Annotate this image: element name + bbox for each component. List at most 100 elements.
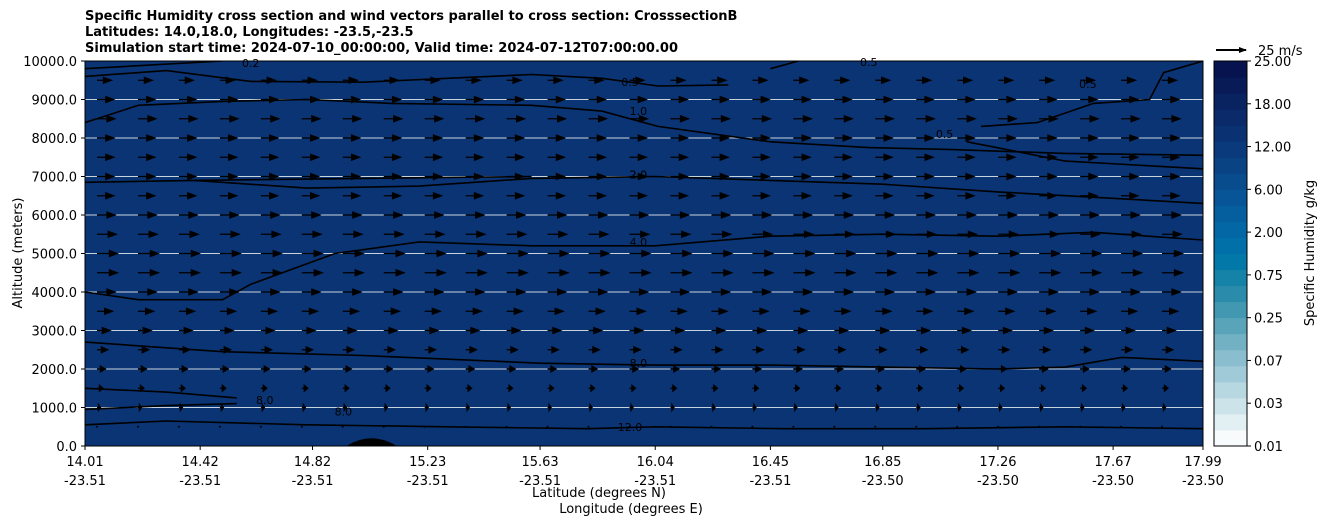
y-tick-label: 8000.0 bbox=[32, 132, 78, 147]
wind-vector bbox=[834, 76, 851, 85]
x-tick-label-lon: -23.50 bbox=[1092, 474, 1134, 489]
wind-vector bbox=[834, 153, 853, 162]
wind-vector bbox=[711, 191, 730, 200]
wind-vector bbox=[793, 364, 803, 374]
wind-vector bbox=[97, 114, 117, 123]
wind-vector bbox=[383, 153, 403, 162]
wind-vector bbox=[301, 76, 318, 85]
wind-vector bbox=[342, 345, 356, 354]
wind-vector bbox=[998, 288, 1018, 296]
wind-vector bbox=[342, 134, 362, 142]
wind-vector bbox=[669, 425, 672, 428]
wind-vector bbox=[97, 95, 116, 104]
wind-vector bbox=[1162, 345, 1175, 354]
wind-vector bbox=[506, 95, 526, 104]
wind-vector bbox=[219, 307, 238, 316]
wind-vector bbox=[383, 172, 403, 181]
wind-vector bbox=[506, 172, 526, 181]
wind-vector bbox=[875, 230, 897, 239]
wind-vector bbox=[1121, 95, 1140, 104]
wind-vector bbox=[752, 191, 771, 200]
wind-vector bbox=[998, 345, 1011, 354]
wind-vector bbox=[178, 76, 196, 85]
x-tick-label-lon: -23.50 bbox=[1182, 474, 1224, 489]
wind-vector bbox=[547, 364, 558, 374]
wind-vector bbox=[1121, 345, 1134, 354]
wind-vector bbox=[341, 425, 344, 428]
wind-vector bbox=[588, 114, 609, 123]
wind-vector bbox=[383, 211, 404, 219]
wind-vector bbox=[874, 425, 877, 428]
wind-vector bbox=[383, 402, 389, 413]
wind-vector bbox=[424, 326, 440, 335]
wind-vector bbox=[588, 76, 605, 85]
x-tick-label-lon: -23.51 bbox=[634, 474, 676, 489]
wind-vector bbox=[588, 230, 610, 239]
wind-vector bbox=[957, 383, 965, 393]
wind-vector bbox=[383, 76, 400, 85]
wind-vector bbox=[342, 114, 363, 123]
wind-vector bbox=[506, 383, 514, 393]
contour-labels: 0.20.50.50.51.00.52.02.04.08.08.08.012.0 bbox=[242, 56, 1097, 434]
wind-vector bbox=[793, 114, 814, 123]
wind-vector bbox=[424, 95, 444, 104]
wind-vector bbox=[547, 345, 560, 354]
wind-vector bbox=[1080, 172, 1099, 181]
wind-vector bbox=[137, 383, 145, 393]
wind-vector bbox=[916, 326, 932, 335]
y-tick-label: 10000.0 bbox=[23, 55, 77, 70]
wind-vector bbox=[1121, 326, 1136, 335]
wind-vector bbox=[260, 383, 268, 393]
wind-vector bbox=[301, 345, 315, 354]
wind-vector bbox=[1162, 402, 1167, 413]
wind-vector bbox=[218, 425, 221, 428]
colorbar-segment bbox=[1214, 253, 1247, 271]
contour-8.0-11 bbox=[85, 402, 237, 411]
x-tick-label-lat: 14.42 bbox=[182, 455, 219, 470]
wind-vector bbox=[383, 134, 403, 142]
wind-vector bbox=[97, 172, 116, 181]
wind-vector bbox=[1039, 95, 1058, 104]
wind-vector bbox=[1039, 134, 1058, 142]
wind-vector bbox=[957, 326, 973, 335]
colorbar-segment bbox=[1214, 141, 1247, 158]
wind-vector bbox=[260, 326, 276, 335]
colorbar-segment bbox=[1214, 189, 1247, 206]
wind-vector bbox=[834, 268, 857, 277]
wind-vector bbox=[998, 307, 1016, 316]
wind-vector bbox=[957, 153, 976, 162]
wind-vector bbox=[915, 425, 918, 428]
x-tick-label-lat: 14.82 bbox=[294, 455, 331, 470]
wind-vector bbox=[506, 288, 527, 296]
wind-vector bbox=[301, 172, 321, 181]
wind-vector bbox=[711, 153, 730, 162]
wind-vector bbox=[752, 230, 774, 239]
wind-vector bbox=[1162, 191, 1181, 200]
x-tick-label-lat: 16.85 bbox=[864, 455, 901, 470]
wind-vector bbox=[793, 326, 809, 335]
wind-vector bbox=[752, 211, 773, 219]
colorbar-tick-label: 0.01 bbox=[1254, 440, 1283, 455]
colorbar-segment bbox=[1214, 285, 1247, 303]
wind-vector bbox=[711, 172, 730, 181]
wind-reference-key: 25 m/s bbox=[1216, 44, 1303, 59]
colorbar-segment bbox=[1214, 77, 1247, 94]
wind-vector bbox=[260, 114, 281, 123]
wind-vector bbox=[588, 191, 608, 200]
wind-vector bbox=[342, 326, 358, 335]
chart-title: Specific Humidity cross section and wind… bbox=[85, 9, 737, 57]
colorbar-segment bbox=[1214, 381, 1247, 399]
wind-vector bbox=[1080, 230, 1102, 239]
wind-vector bbox=[260, 364, 271, 374]
wind-vector bbox=[1162, 230, 1183, 239]
wind-vector bbox=[465, 134, 485, 142]
wind-vector bbox=[670, 191, 689, 200]
wind-vector bbox=[1121, 364, 1131, 374]
wind-vector bbox=[424, 114, 445, 123]
wind-vector bbox=[834, 402, 839, 413]
colorbar-segment bbox=[1214, 173, 1247, 190]
wind-vector bbox=[1039, 307, 1057, 316]
wind-vector bbox=[301, 191, 321, 200]
wind-vector bbox=[875, 114, 896, 123]
wind-vector bbox=[465, 268, 488, 277]
